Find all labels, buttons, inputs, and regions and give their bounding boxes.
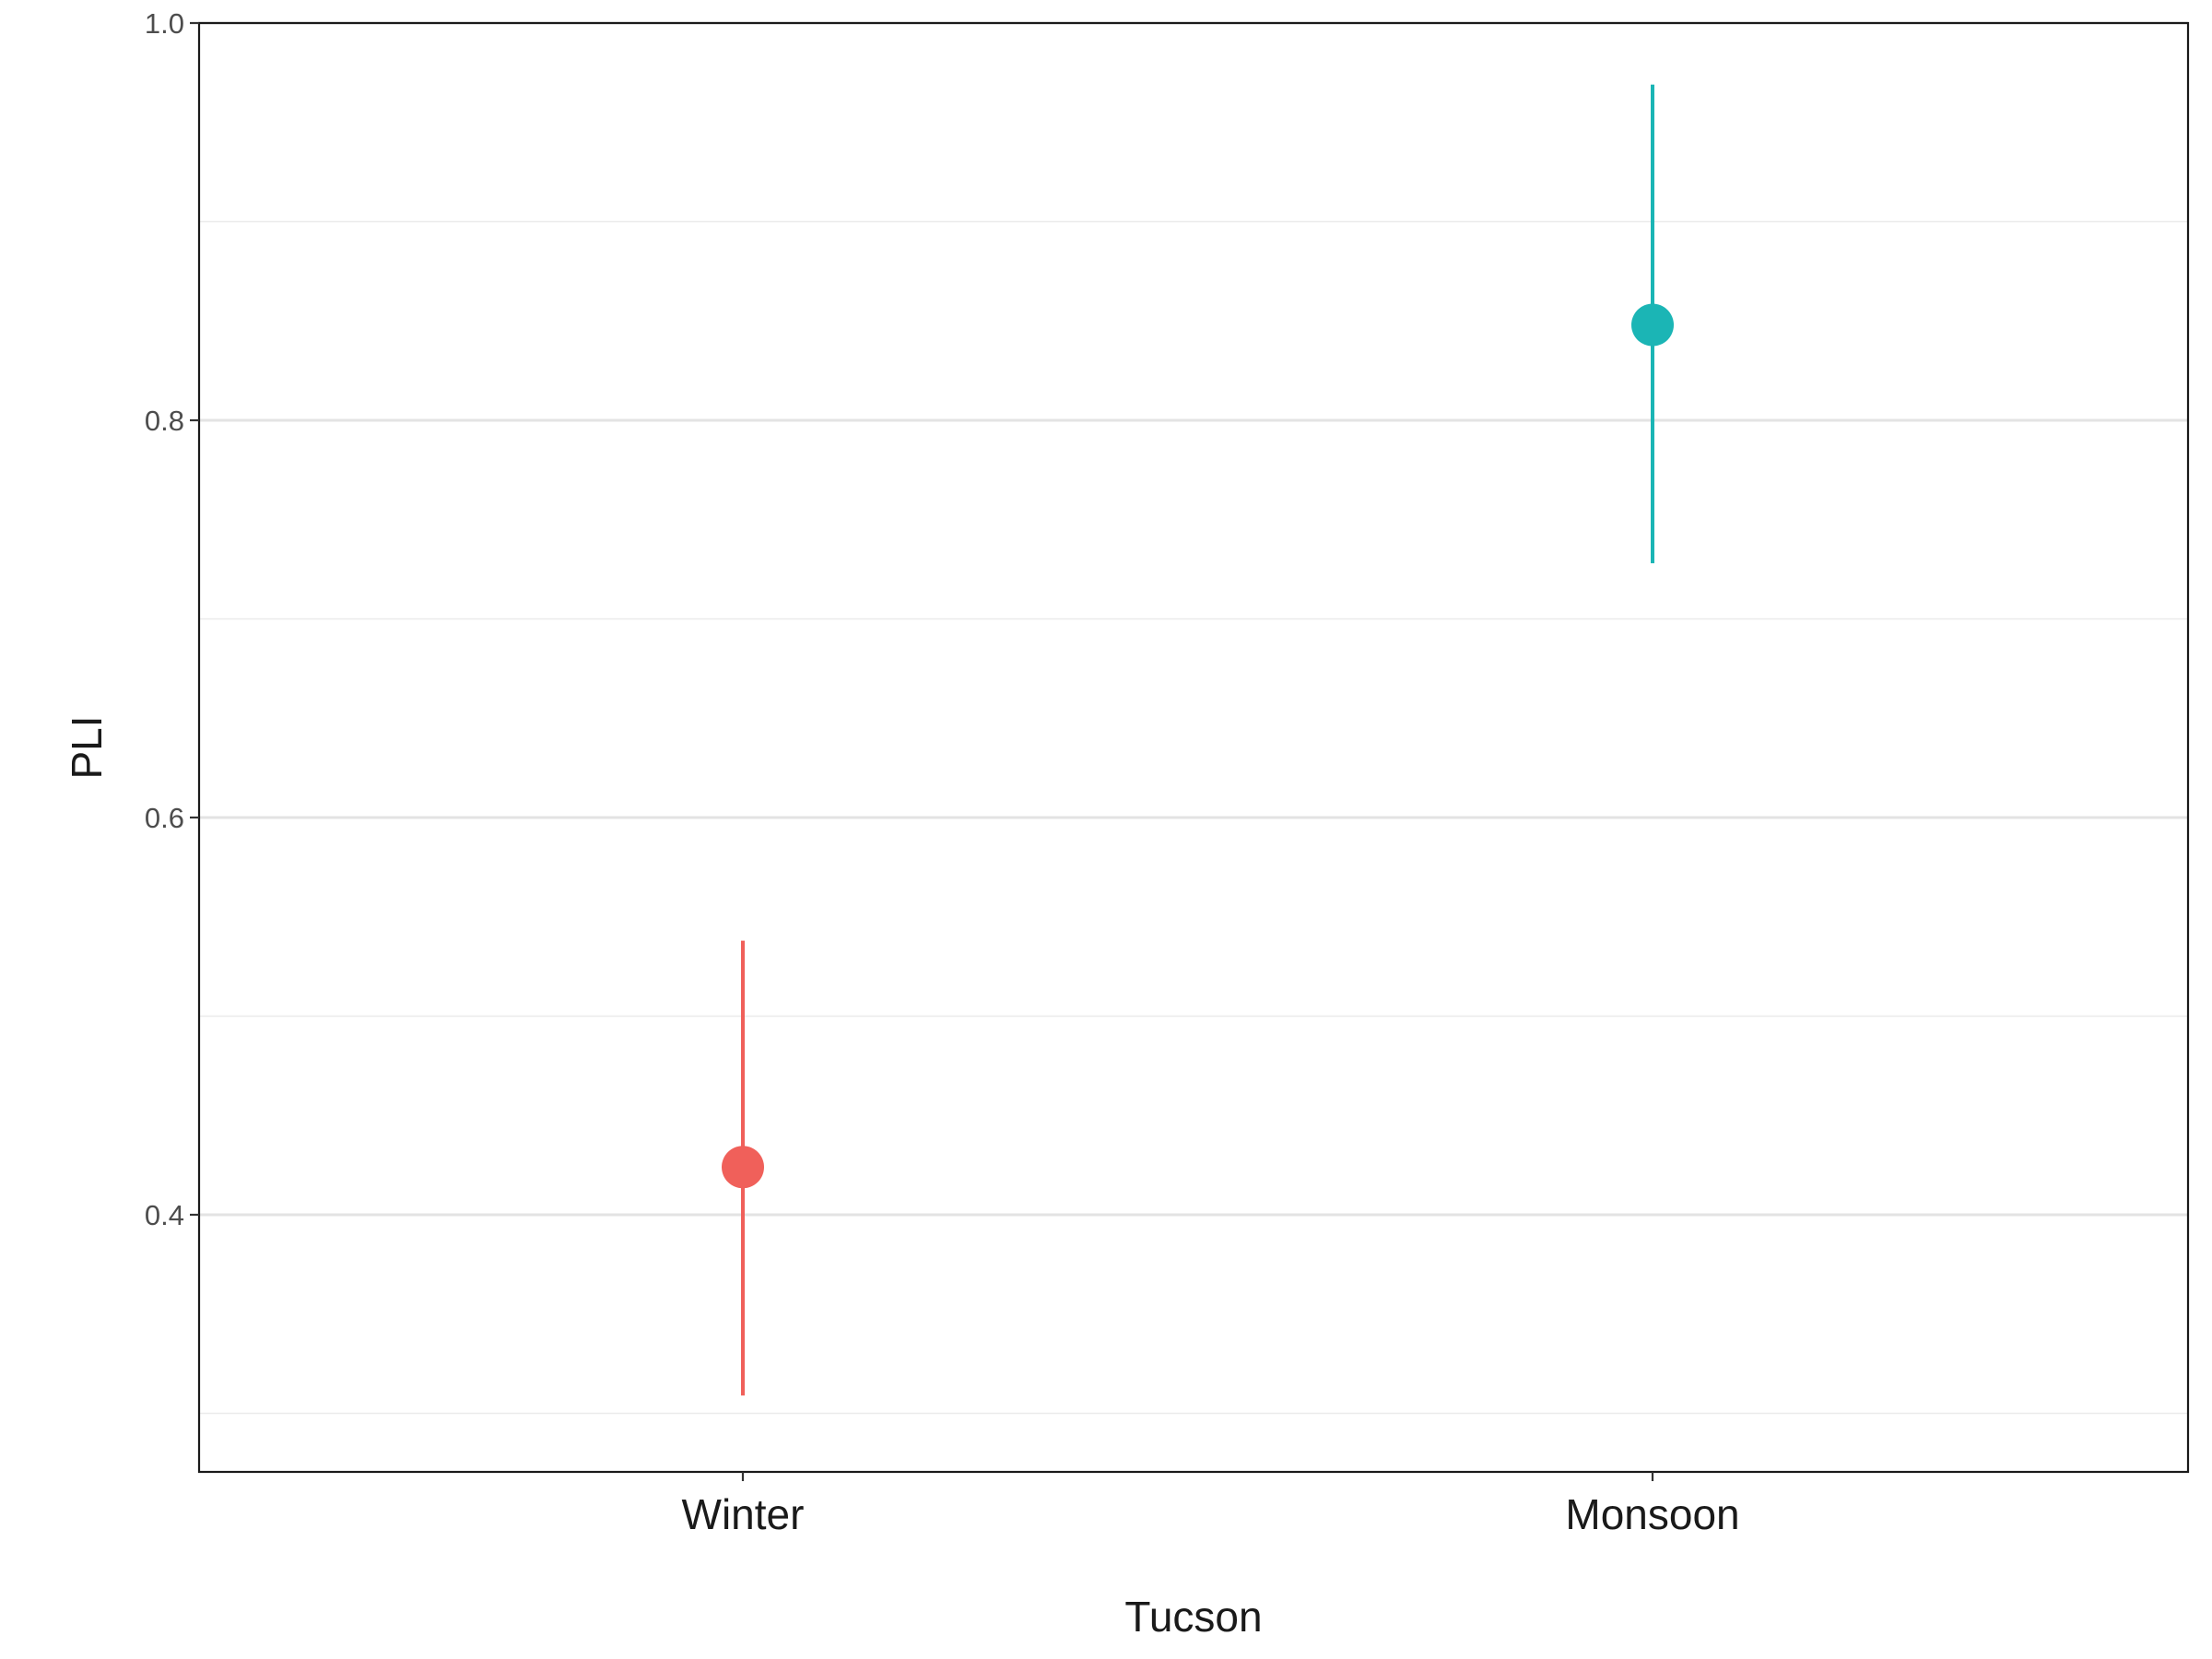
axis-layer: 0.4 0.6 0.8 1.0 Winter Monsoon bbox=[145, 7, 1740, 1538]
x-axis-title: Tucson bbox=[1124, 1593, 1262, 1641]
y-axis-title: PLI bbox=[63, 715, 111, 779]
panel-border bbox=[197, 21, 2190, 1474]
y-tick-label: 0.4 bbox=[145, 1199, 184, 1231]
x-tick-label-winter: Winter bbox=[682, 1490, 805, 1538]
y-tick-label: 0.6 bbox=[145, 802, 184, 834]
point-monsoon bbox=[1631, 303, 1674, 347]
y-tick-label: 1.0 bbox=[145, 7, 184, 40]
point-winter bbox=[722, 1146, 764, 1189]
x-tick-label-monsoon: Monsoon bbox=[1565, 1490, 1739, 1538]
grid-layer bbox=[199, 21, 2188, 1415]
data-layer bbox=[722, 84, 1674, 1396]
y-tick-label: 0.8 bbox=[145, 405, 184, 437]
